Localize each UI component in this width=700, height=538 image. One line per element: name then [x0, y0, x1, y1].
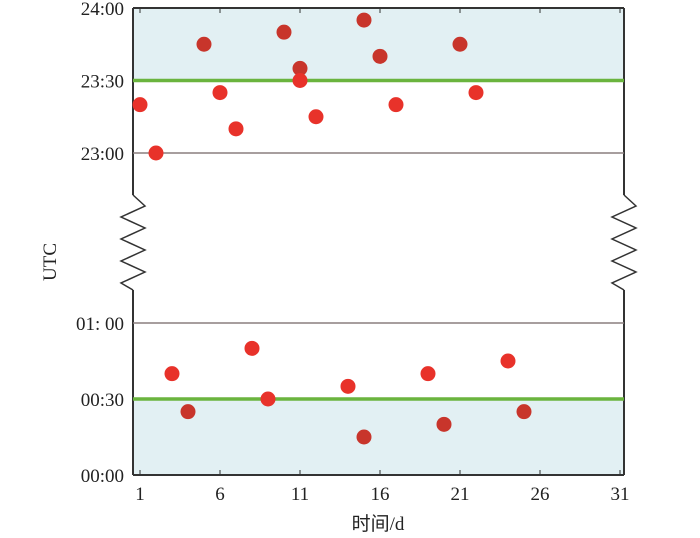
x-tick-label: 21 — [451, 484, 470, 505]
x-tick-label: 11 — [291, 484, 309, 505]
data-point — [420, 366, 436, 382]
data-point — [436, 416, 452, 432]
data-point — [372, 48, 388, 64]
y-axis-label: UTC — [40, 243, 61, 281]
data-point — [452, 36, 468, 52]
y-tick-label: 24:00 — [81, 0, 124, 20]
upper-shaded-band — [133, 8, 624, 81]
y-tick-label: 00:00 — [81, 466, 124, 487]
x-tick-label: 16 — [371, 484, 390, 505]
data-point — [196, 36, 212, 52]
y-tick-label: 01: 00 — [76, 314, 124, 335]
data-point — [164, 366, 180, 382]
data-point — [356, 429, 372, 445]
x-axis-label: 时间/d — [352, 513, 405, 535]
data-point — [516, 404, 532, 420]
data-point — [228, 121, 244, 137]
data-point — [212, 85, 228, 101]
data-point — [292, 60, 308, 76]
data-point — [308, 109, 324, 125]
data-point — [292, 73, 308, 88]
y-tick-label: 00:30 — [81, 390, 124, 411]
data-point — [500, 353, 516, 369]
data-point — [388, 97, 404, 113]
lower-shaded-band — [133, 399, 624, 475]
data-point — [260, 391, 276, 407]
x-tick-label: 1 — [135, 484, 145, 505]
data-point — [340, 378, 356, 394]
x-tick-label: 26 — [531, 484, 550, 505]
x-tick-label: 6 — [215, 484, 225, 505]
right-axis-break-zigzag — [610, 194, 638, 291]
data-point — [180, 404, 196, 420]
data-point — [276, 24, 292, 40]
y-tick-label: 23:00 — [81, 144, 124, 165]
left-axis-break-zigzag — [119, 194, 147, 291]
data-point — [148, 145, 164, 161]
data-point — [244, 340, 260, 356]
data-point — [132, 97, 148, 113]
y-tick-label: 23:30 — [81, 72, 124, 93]
data-point — [356, 12, 372, 28]
axes-frame — [119, 7, 638, 476]
x-tick-label: 31 — [611, 484, 630, 505]
data-point — [468, 85, 484, 101]
